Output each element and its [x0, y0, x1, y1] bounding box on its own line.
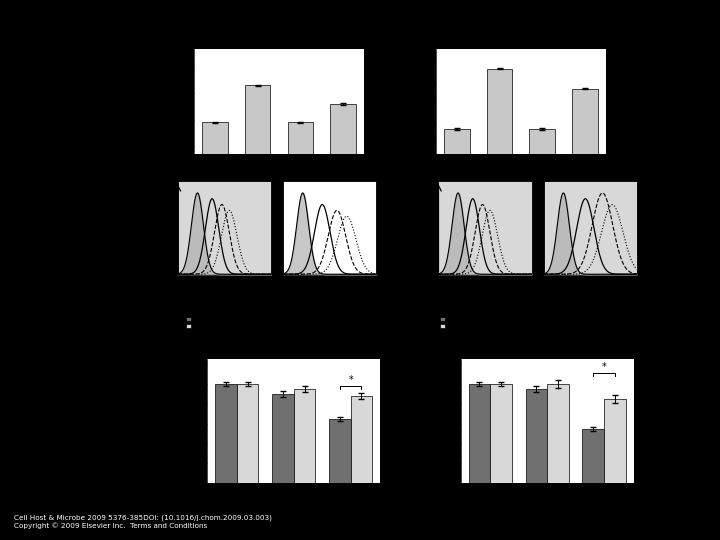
Bar	[245, 85, 271, 540]
Text: Anti-miR-K12-7 sponge: Anti-miR-K12-7 sponge	[244, 155, 332, 164]
Bar	[490, 384, 512, 483]
Y-axis label: Relative miR-K12-7
expression: Relative miR-K12-7 expression	[163, 71, 174, 131]
Bar	[351, 396, 372, 483]
Bar	[272, 394, 294, 483]
Bar	[582, 429, 604, 483]
Text: MICB: MICB	[323, 282, 341, 288]
Y-axis label: Relative Luciferase
Activity (%): Relative Luciferase Activity (%)	[428, 392, 438, 451]
Bar	[487, 69, 513, 540]
Bar	[547, 384, 569, 483]
Text: C: C	[142, 312, 150, 325]
Bar	[529, 129, 555, 540]
Bar	[178, 181, 271, 274]
Text: B: B	[141, 153, 150, 166]
Text: Cell Host & Microbe 2009 5376-385DOI: (10.1016/j.chom.2009.03.003): Cell Host & Microbe 2009 5376-385DOI: (1…	[14, 514, 272, 521]
Y-axis label: Relative Luciferase
Activity (%): Relative Luciferase Activity (%)	[174, 392, 185, 451]
Bar	[544, 181, 636, 274]
Text: *: *	[602, 362, 606, 372]
Bar	[283, 181, 376, 274]
Bar	[215, 384, 237, 483]
Bar	[469, 384, 490, 483]
Text: count: count	[167, 219, 172, 237]
Bar	[604, 399, 626, 483]
Bar	[202, 122, 228, 540]
Y-axis label: Relative miR-BART2-5p
expression: Relative miR-BART2-5p expression	[405, 65, 415, 137]
Text: Anti-miR-BART2-5p sponge: Anti-miR-BART2-5p sponge	[498, 155, 600, 164]
Bar	[237, 384, 258, 483]
Bar	[572, 89, 598, 540]
Bar	[330, 104, 356, 540]
Bar	[329, 418, 351, 483]
Bar	[294, 389, 315, 483]
Text: *: *	[348, 375, 353, 385]
Legend: miR-BART2-5p + anti-miR-K12-7 sponge, miR-BART2-5p + anti-miR-BART2 flip sponge: miR-BART2-5p + anti-miR-K12-7 sponge, mi…	[438, 314, 569, 332]
Bar	[438, 181, 531, 274]
Legend: miR-K12-7 + anti-miR-BART2-5p sponge, miR-K12-7 + anti-miR-K12-7 sponge: miR-K12-7 + anti-miR-BART2-5p sponge, mi…	[184, 314, 304, 332]
Text: MICA: MICA	[476, 282, 494, 288]
Text: Figure 5: Figure 5	[332, 14, 388, 28]
Bar	[287, 122, 313, 540]
Text: A: A	[140, 36, 150, 49]
Bar	[444, 129, 469, 540]
Bar	[526, 389, 547, 483]
Text: count: count	[428, 219, 433, 237]
Text: MICB: MICB	[584, 282, 601, 288]
Text: Copyright © 2009 Elsevier Inc.  Terms and Conditions: Copyright © 2009 Elsevier Inc. Terms and…	[14, 522, 207, 529]
Text: MICA: MICA	[215, 282, 233, 288]
